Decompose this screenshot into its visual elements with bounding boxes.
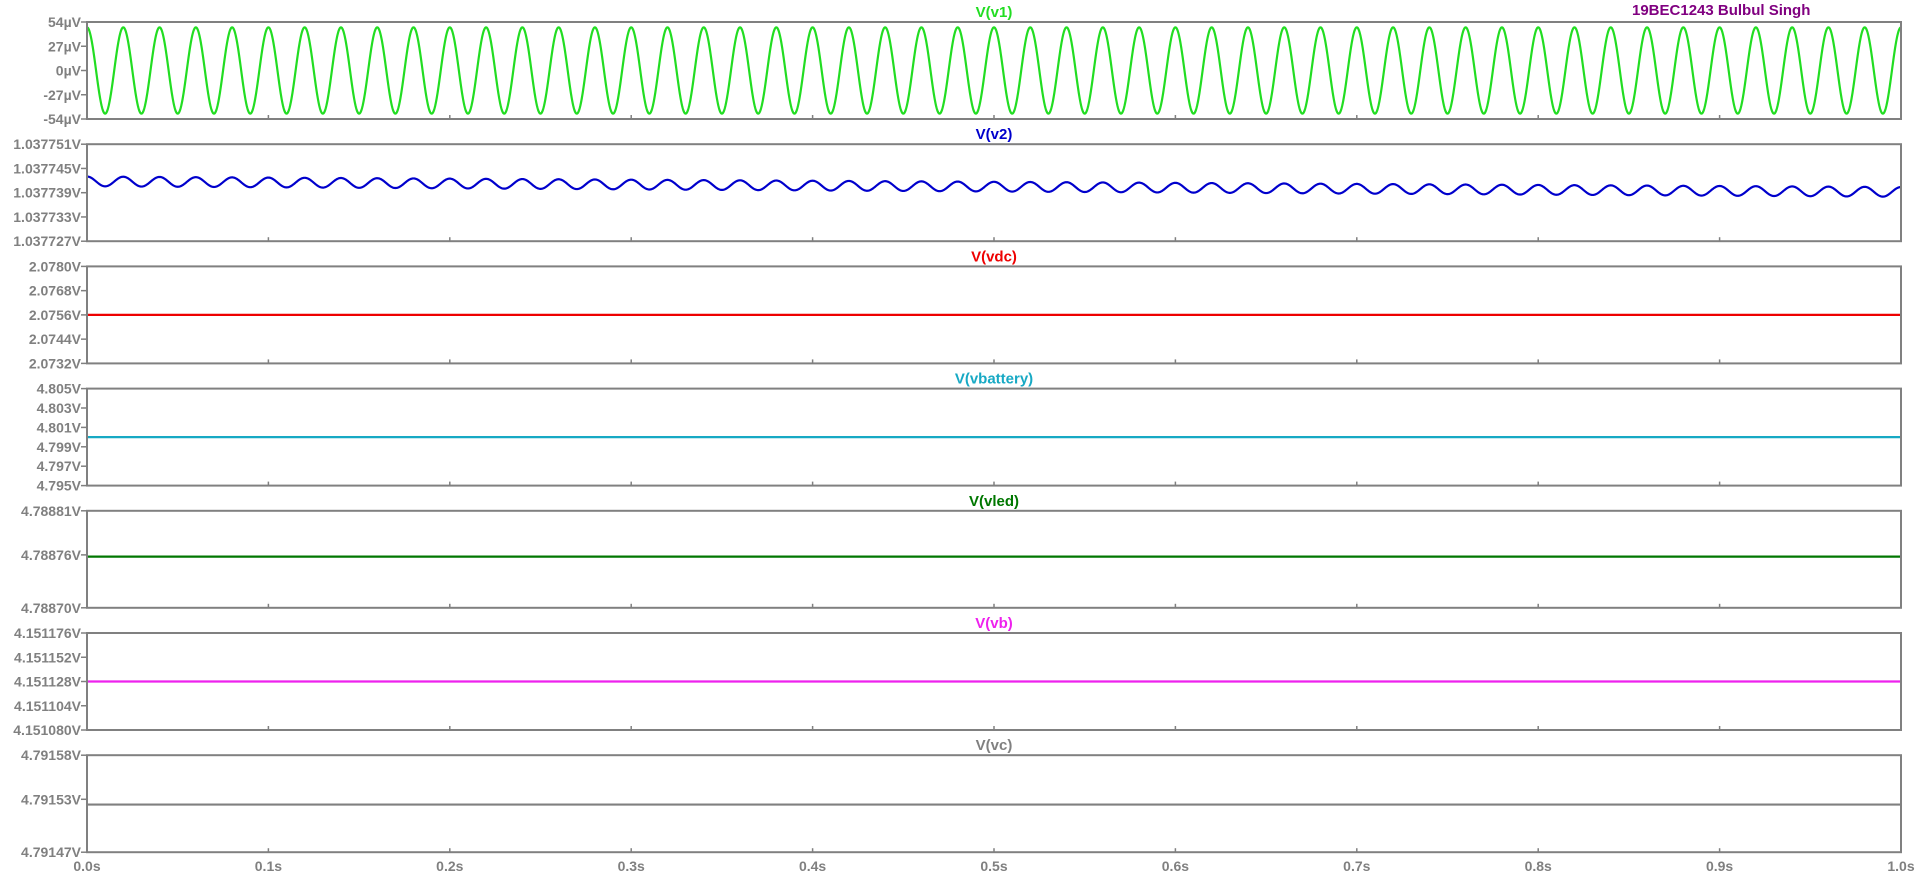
pane-title: V(v2): [976, 126, 1013, 143]
y-tick-label: -27µV: [43, 87, 81, 103]
pane-title: V(v1): [976, 4, 1013, 21]
y-tick-label: 4.797V: [37, 458, 82, 474]
x-tick-label: 0.6s: [1162, 858, 1189, 874]
pane-title: V(vbattery): [955, 371, 1033, 388]
pane-frame: [86, 632, 1902, 731]
pane-frame: [86, 387, 1902, 487]
pane-title: V(vdc): [971, 248, 1017, 265]
x-tick-label: 1.0s: [1887, 858, 1914, 874]
y-tick-label: 0µV: [56, 63, 82, 79]
y-tick-label: 4.151104V: [14, 698, 82, 714]
y-tick-label: 4.795V: [37, 478, 82, 494]
y-tick-label: 54µV: [48, 14, 82, 30]
y-tick-label: 4.151128V: [14, 674, 82, 690]
series-line: [86, 175, 1902, 198]
y-tick-label: 4.151176V: [14, 625, 82, 641]
y-tick-label: 1.037727V: [13, 233, 81, 249]
pane-0: V(v1) 54µV 27µV 0µV -27µV -54µV: [43, 4, 1902, 127]
pane-frame: [86, 509, 1902, 609]
pane-3: V(vbattery) 4.805V 4.803V 4.801V 4.799V 4.797…: [37, 371, 1902, 494]
y-tick-label: 4.151152V: [14, 649, 82, 665]
series-line: [86, 26, 1902, 115]
y-tick-label: 1.037739V: [13, 185, 81, 201]
y-tick-label: 4.78876V: [21, 547, 82, 563]
y-tick-label: 4.803V: [37, 400, 82, 416]
pane-title: V(vc): [976, 737, 1013, 754]
y-tick-label: 1.037751V: [13, 136, 81, 152]
y-tick-label: 4.151080V: [13, 722, 81, 738]
pane-frame: [86, 21, 1902, 120]
pane-frame: [86, 754, 1902, 854]
y-tick-label: 2.0768V: [29, 283, 82, 299]
y-tick-label: 4.79147V: [21, 844, 82, 860]
y-tick-label: 1.037745V: [13, 160, 81, 176]
y-tick-label: 2.0756V: [29, 307, 82, 323]
x-tick-label: 0.2s: [436, 858, 463, 874]
y-tick-label: 4.805V: [37, 381, 82, 397]
pane-frame: [86, 143, 1902, 243]
x-tick-label: 0.9s: [1706, 858, 1733, 874]
pane-title: V(vled): [969, 493, 1019, 510]
x-tick-label: 0.8s: [1525, 858, 1552, 874]
pane-frame: [86, 265, 1902, 365]
pane-5: V(vb) 4.151176V 4.151152V 4.151128V 4.151104…: [13, 615, 1902, 738]
y-tick-label: 4.79153V: [21, 791, 82, 807]
y-tick-label: 4.78881V: [21, 503, 82, 519]
y-tick-label: 4.801V: [37, 419, 82, 435]
x-tick-label: 0.0s: [73, 858, 100, 874]
x-tick-label: 0.3s: [618, 858, 645, 874]
y-tick-label: 4.799V: [37, 439, 82, 455]
pane-2: V(vdc) 2.0780V 2.0768V 2.0756V 2.0744V 2.0732…: [29, 248, 1902, 371]
pane-6: V(vc) 4.79158V 4.79153V 4.79147V: [21, 737, 1902, 860]
y-tick-label: 4.79158V: [21, 747, 82, 763]
y-tick-label: 4.78870V: [21, 600, 82, 616]
x-tick-label: 0.4s: [799, 858, 826, 874]
y-tick-label: 2.0744V: [29, 331, 82, 347]
y-tick-label: 27µV: [48, 38, 82, 54]
annotation-author: 19BEC1243 Bulbul Singh: [1632, 2, 1811, 19]
pane-4: V(vled) 4.78881V 4.78876V 4.78870V: [21, 493, 1902, 616]
y-tick-label: 1.037733V: [13, 209, 81, 225]
y-tick-label: -54µV: [43, 111, 81, 127]
x-tick-label: 0.1s: [255, 858, 282, 874]
x-tick-label: 0.7s: [1343, 858, 1370, 874]
pane-1: V(v2) 1.037751V 1.037745V 1.037739V 1.037733…: [13, 126, 1902, 249]
y-tick-label: 2.0732V: [29, 355, 82, 371]
x-tick-label: 0.5s: [980, 858, 1007, 874]
pane-title: V(vb): [975, 615, 1013, 632]
y-tick-label: 2.0780V: [29, 258, 82, 274]
